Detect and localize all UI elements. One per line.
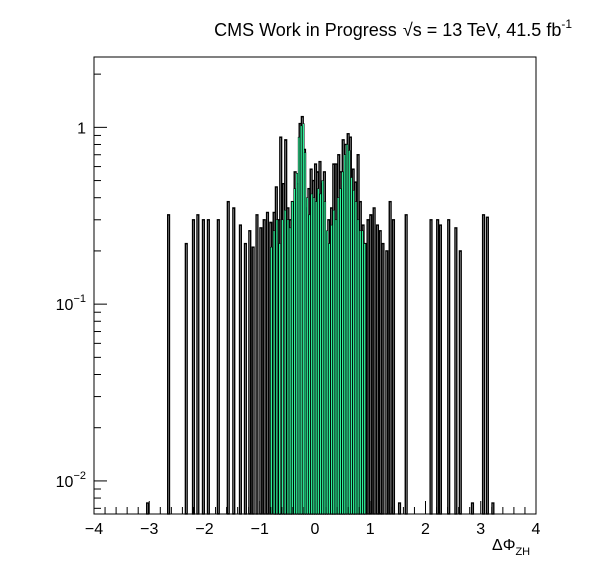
- filled-bar-33: [346, 144, 348, 514]
- filled-bar-23: [324, 202, 326, 514]
- x-tick-label-1: −3: [140, 521, 158, 538]
- filled-bar-24: [326, 231, 328, 514]
- filled-bar-28: [335, 220, 337, 514]
- filled-bar-26: [331, 225, 333, 514]
- filled-bar-7: [289, 228, 291, 514]
- title-lumi-exponent: -1: [561, 17, 572, 31]
- filled-bar-8: [291, 202, 293, 514]
- filled-bar-6: [287, 220, 289, 514]
- y-tick-label-2: 1: [77, 120, 86, 137]
- x-tick-label-0: −4: [85, 521, 103, 538]
- title-energy-var: s: [413, 20, 422, 40]
- filled-bar-36: [353, 190, 355, 514]
- filled-bar-41: [364, 244, 366, 514]
- filled-bar-31: [342, 172, 344, 514]
- filled-bar-35: [351, 178, 353, 514]
- filled-bar-34: [348, 150, 350, 514]
- title-energy: = 13 TeV, 41.5 fb: [422, 20, 562, 40]
- x-tick-label-8: 4: [532, 521, 541, 538]
- x-tick-label-5: 1: [366, 521, 375, 538]
- x-axis-label-sub: ZH: [515, 546, 530, 558]
- filled-bar-22: [322, 181, 324, 514]
- x-tick-label-3: −1: [251, 521, 269, 538]
- filled-bar-17: [311, 194, 313, 514]
- filled-bar-4: [282, 220, 284, 514]
- filled-bar-2: [276, 220, 278, 514]
- filled-bar-25: [328, 244, 330, 514]
- filled-bar-38: [357, 220, 359, 514]
- filled-bar-10: [296, 173, 298, 514]
- x-tick-label-2: −2: [195, 521, 213, 538]
- filled-bar-9: [294, 189, 296, 514]
- filled-bar-5: [284, 210, 286, 514]
- filled-bar-12: [300, 126, 302, 514]
- filled-bar-30: [340, 189, 342, 514]
- filled-bar-11: [298, 137, 300, 514]
- filled-bar-0: [270, 247, 272, 514]
- filled-bar-1: [273, 231, 275, 514]
- filled-bar-27: [333, 210, 335, 514]
- chart-title: CMS Work in Progress √s = 13 TeV, 41.5 fb…: [214, 17, 572, 40]
- filled-bar-19: [315, 202, 317, 514]
- title-sqrt-symbol: √: [403, 20, 413, 40]
- filled-bar-40: [362, 231, 364, 514]
- filled-bar-29: [337, 198, 339, 514]
- x-tick-label-7: 3: [476, 521, 485, 538]
- filled-bar-16: [309, 215, 311, 514]
- x-tick-label-6: 2: [421, 521, 430, 538]
- filled-bar-20: [317, 189, 319, 514]
- filled-bar-3: [279, 244, 281, 514]
- filled-bar-21: [320, 194, 322, 514]
- filled-bar-18: [313, 198, 315, 514]
- title-experiment: CMS Work in Progress: [214, 20, 397, 40]
- filled-bar-32: [344, 155, 346, 514]
- filled-bar-37: [355, 202, 357, 514]
- filled-bar-14: [304, 153, 306, 514]
- filled-bar-15: [306, 198, 308, 514]
- x-axis-label-main: ΔΦ: [492, 537, 515, 554]
- x-tick-label-4: 0: [311, 521, 320, 538]
- filled-bar-39: [359, 231, 361, 514]
